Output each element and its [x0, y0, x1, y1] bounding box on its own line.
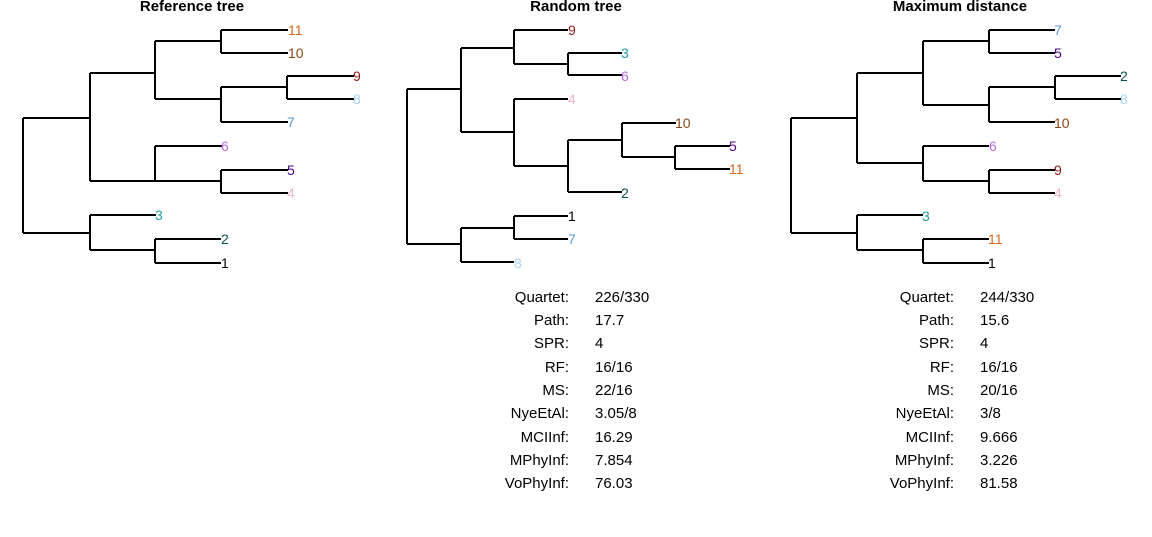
stat-value: 3.05/8: [595, 405, 637, 422]
tip-label: 8: [1120, 91, 1128, 107]
tip-label: 1: [988, 255, 996, 271]
stat-label: RF:: [930, 359, 954, 376]
stat-value: 3.226: [980, 452, 1018, 469]
tip-label: 7: [568, 231, 576, 247]
stat-label: MPhyInf:: [510, 452, 569, 469]
stat-label: Quartet:: [515, 289, 569, 306]
stat-label: Path:: [919, 312, 954, 329]
tip-label: 2: [621, 185, 629, 201]
panel-title: Maximum distance: [893, 0, 1027, 15]
tip-label: 11: [988, 231, 1003, 247]
tree-branches: [790, 29, 1121, 264]
stats-table: Quartet: 244/330 Path: 15.6 SPR: 4 RF: 1…: [890, 289, 1034, 492]
stat-label: RF:: [545, 359, 569, 376]
tip-label: 5: [729, 138, 737, 154]
stat-label: NyeEtAl:: [511, 405, 569, 422]
stat-label: SPR:: [919, 335, 954, 352]
stat-value: 16.29: [595, 429, 633, 446]
tip-label: 1: [568, 208, 576, 224]
stat-value: 16/16: [595, 359, 633, 376]
tree-branches: [406, 29, 730, 263]
stat-value: 4: [595, 335, 603, 352]
tip-label: 5: [287, 162, 295, 178]
tip-label: 7: [1054, 22, 1062, 38]
tip-label: 10: [1054, 115, 1070, 131]
tip-label: 4: [287, 185, 295, 201]
panel-reference-tree: Reference tree 11 10 9 8 7 6 5 4 3 2 1: [22, 0, 361, 271]
panel-title: Reference tree: [140, 0, 244, 15]
tip-label: 11: [288, 22, 303, 38]
tip-label: 4: [568, 91, 576, 107]
tip-label: 8: [514, 255, 522, 271]
stat-label: VoPhyInf:: [890, 475, 954, 492]
stat-label: SPR:: [534, 335, 569, 352]
tip-label: 10: [675, 115, 691, 131]
stat-label: NyeEtAl:: [896, 405, 954, 422]
stat-value: 4: [980, 335, 988, 352]
stat-value: 81.58: [980, 475, 1018, 492]
stat-label: Quartet:: [900, 289, 954, 306]
tip-labels: 9 3 6 4 10 5 11 2 1 7 8: [514, 22, 744, 271]
stat-label: Path:: [534, 312, 569, 329]
tip-label: 6: [221, 138, 229, 154]
tip-label: 3: [155, 207, 163, 223]
stat-value: 9.666: [980, 429, 1018, 446]
stat-value: 244/330: [980, 289, 1034, 306]
stat-label: MS:: [927, 382, 954, 399]
stat-value: 15.6: [980, 312, 1009, 329]
stat-value: 76.03: [595, 475, 633, 492]
tip-label: 9: [1054, 162, 1062, 178]
tip-label: 9: [353, 68, 361, 84]
tip-label: 6: [621, 68, 629, 84]
tip-labels: 7 5 2 8 10 6 9 4 3 11 1: [922, 22, 1128, 271]
stat-label: MPhyInf:: [895, 452, 954, 469]
tip-label: 5: [1054, 45, 1062, 61]
tip-labels: 11 10 9 8 7 6 5 4 3 2 1: [155, 22, 361, 271]
stat-label: MS:: [542, 382, 569, 399]
stat-value: 20/16: [980, 382, 1018, 399]
tip-label: 6: [989, 138, 997, 154]
tip-label: 10: [288, 45, 304, 61]
tip-label: 3: [922, 208, 930, 224]
stat-value: 16/16: [980, 359, 1018, 376]
tip-label: 7: [287, 114, 295, 130]
tip-label: 11: [729, 161, 744, 177]
tip-label: 3: [621, 45, 629, 61]
tree-branches: [22, 29, 354, 264]
tip-label: 8: [353, 91, 361, 107]
stat-label: VoPhyInf:: [505, 475, 569, 492]
panel-title: Random tree: [530, 0, 622, 15]
tip-label: 9: [568, 22, 576, 38]
stat-value: 7.854: [595, 452, 633, 469]
tip-label: 2: [1120, 68, 1128, 84]
stat-label: MCIInf:: [521, 429, 569, 446]
stat-value: 226/330: [595, 289, 649, 306]
panel-maximum-distance: Maximum distance 7 5 2 8 10 6 9 4 3 11 1…: [790, 0, 1128, 492]
stat-value: 22/16: [595, 382, 633, 399]
tip-label: 2: [221, 231, 229, 247]
panel-random-tree: Random tree 9 3 6 4 10 5 11 2 1 7 8 Quar…: [406, 0, 744, 492]
stat-label: MCIInf:: [906, 429, 954, 446]
stat-value: 3/8: [980, 405, 1001, 422]
stat-value: 17.7: [595, 312, 624, 329]
stats-table: Quartet: 226/330 Path: 17.7 SPR: 4 RF: 1…: [505, 289, 649, 492]
tip-label: 1: [221, 255, 229, 271]
tip-label: 4: [1054, 185, 1062, 201]
